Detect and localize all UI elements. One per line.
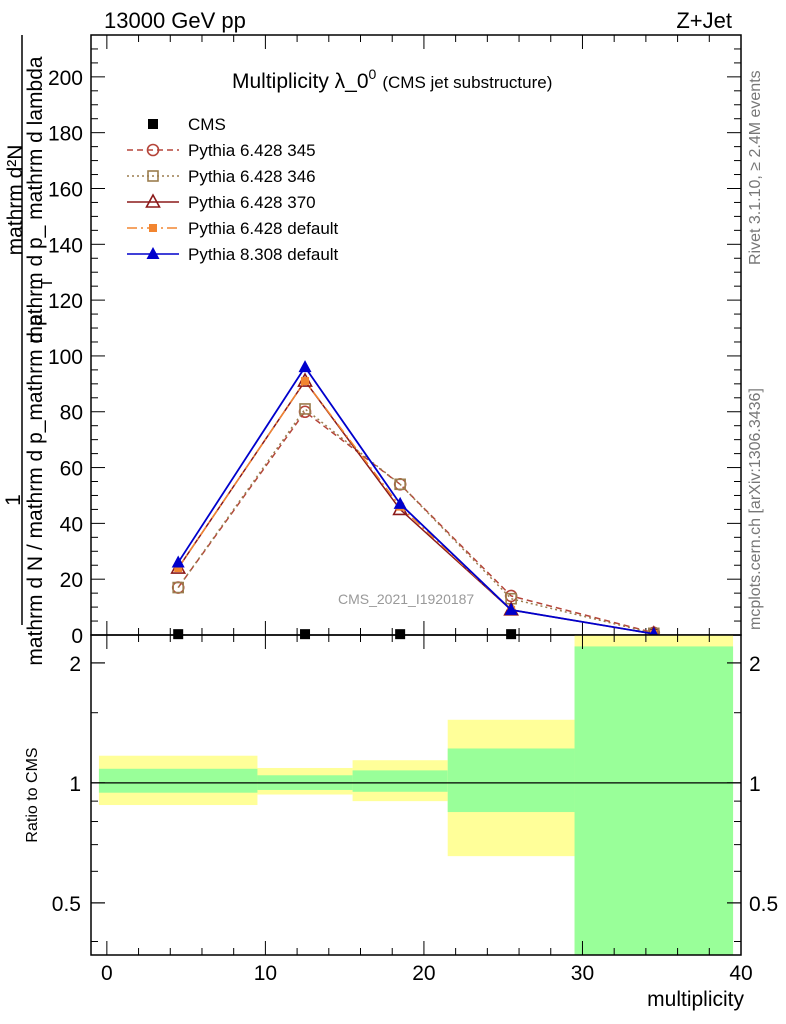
ratio-band-inner-3 <box>447 748 575 813</box>
xtick-label-3: 30 <box>571 962 594 985</box>
legend-marker-p345 <box>146 143 160 157</box>
ratio-ytick-label-left-0: 0.5 <box>52 893 81 916</box>
point-p8-3 <box>504 602 518 615</box>
y-label-right-bottom: mathrm d p_ mathrm d lambda <box>24 56 47 343</box>
ratio-band-inner-0 <box>98 768 258 793</box>
y-label-denominator: mathrm d N / mathrm d p_mathrm d p <box>24 314 47 665</box>
ratio-ytick-label-right-2: 2 <box>749 653 761 676</box>
analysis-watermark: CMS_2021_I1920187 <box>338 591 474 607</box>
legend-marker-cms <box>148 119 158 129</box>
legend-item-p370: Pythia 6.428 370 <box>127 193 316 212</box>
point-p8-1 <box>298 360 312 373</box>
main-ytick-label-10: 200 <box>48 67 83 90</box>
point-p8-2 <box>393 496 407 509</box>
series-line-p346 <box>177 407 654 635</box>
point-cms-0 <box>173 629 184 640</box>
ratio-frame <box>90 634 742 956</box>
series-line-p345 <box>177 410 654 634</box>
ratio-ytick-label-left-2: 2 <box>69 653 81 676</box>
rivet-label: Rivet 3.1.10, ≥ 2.4M events <box>747 70 764 265</box>
point-cms-2 <box>395 629 406 640</box>
ratio-plot: 0.5 0.51 12 20 10 20 30 40 <box>52 634 778 985</box>
y-label-denominator-sub: T <box>39 278 56 288</box>
point-pdefault-0 <box>174 564 183 573</box>
legend-marker-p8 <box>146 247 160 259</box>
header-left-label: 13000 GeV pp <box>104 8 246 33</box>
point-cms-3 <box>506 629 517 640</box>
legend-item-p346: Pythia 6.428 346 <box>127 167 316 186</box>
main-ytick-label-6: 120 <box>48 290 83 313</box>
legend-item-cms: CMS <box>148 115 226 134</box>
x-axis-label: multiplicity <box>647 988 744 1011</box>
point-p346-1 <box>299 403 311 415</box>
xtick-label-4: 40 <box>729 962 752 985</box>
main-plot: 0 20 40 60 80 100 120 140 160 180 200 <box>48 34 742 648</box>
xtick-label-1: 10 <box>254 962 277 985</box>
legend-item-p8: Pythia 8.308 default <box>127 245 339 264</box>
main-y-axis-label: 1 mathrm d²N mathrm d p_ mathrm d lambda… <box>2 35 56 666</box>
legend-label-p370: Pythia 6.428 370 <box>188 193 316 212</box>
ratio-band-inner-2 <box>352 770 448 792</box>
legend-label-pdefault: Pythia 6.428 default <box>188 219 339 238</box>
chart-title-sup: 0 <box>369 66 377 82</box>
legend-marker-p370 <box>145 193 161 208</box>
ratio-band-inner-4 <box>574 646 734 955</box>
legend-marker-pdefault <box>149 224 157 232</box>
main-ytick-label-1: 20 <box>60 569 83 592</box>
legend-label-p346: Pythia 6.428 346 <box>188 167 316 186</box>
point-p8-0 <box>171 555 185 568</box>
header-right-label: Z+Jet <box>676 8 732 33</box>
ratio-y-label: Ratio to CMS <box>24 747 41 842</box>
y-label-numerator: 1 <box>2 494 25 506</box>
legend-label-p345: Pythia 6.428 345 <box>188 141 316 160</box>
legend: CMS Pythia 6.428 345 Pythia 6.428 346 Pythi… <box>127 115 339 264</box>
main-ytick-label-3: 60 <box>60 458 83 481</box>
point-p346-2 <box>394 478 406 491</box>
ratio-ytick-label-right-0: 0.5 <box>749 893 778 916</box>
main-ytick-label-0: 0 <box>71 625 83 648</box>
legend-item-pdefault: Pythia 6.428 default <box>127 219 339 238</box>
mcplots-label: mcplots.cern.ch [arXiv:1306.3436] <box>747 388 764 630</box>
main-ytick-label-8: 160 <box>48 178 83 201</box>
ratio-ytick-label-right-1: 1 <box>749 773 761 796</box>
legend-item-p345: Pythia 6.428 345 <box>127 141 316 160</box>
chart-title-suffix: (CMS jet substructure) <box>382 73 552 92</box>
main-ytick-label-5: 100 <box>48 346 83 369</box>
legend-label-cms: CMS <box>188 115 226 134</box>
legend-label-p8: Pythia 8.308 default <box>188 245 339 264</box>
xtick-label-2: 20 <box>412 962 435 985</box>
main-ytick-label-9: 180 <box>48 123 83 146</box>
main-ytick-label-2: 40 <box>60 513 83 536</box>
point-cms-1 <box>300 629 311 640</box>
chart-title-main: Multiplicity λ_0 <box>232 70 369 93</box>
xtick-label-0: 0 <box>101 962 113 985</box>
main-ytick-label-7: 140 <box>48 234 83 257</box>
main-ytick-label-4: 80 <box>60 402 83 425</box>
ratio-ytick-label-left-1: 1 <box>69 773 81 796</box>
point-p346-0 <box>172 581 184 594</box>
legend-marker-p346 <box>147 170 159 182</box>
chart-title: Multiplicity λ_00 (CMS jet substructure) <box>232 66 552 93</box>
svg-text:Multiplicity λ_00(CMS jet subs: Multiplicity λ_00 (CMS jet substructure) <box>232 66 552 93</box>
point-pdefault-1 <box>301 377 310 386</box>
